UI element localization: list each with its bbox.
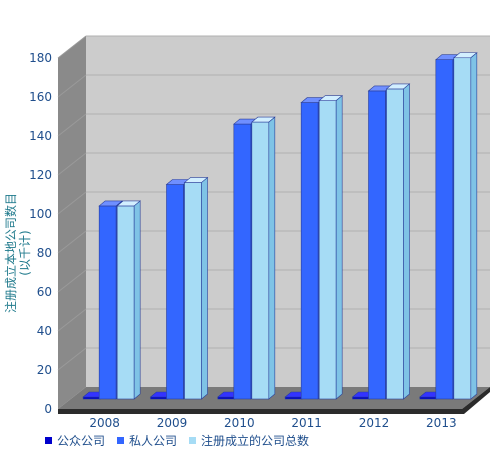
bar-side	[335, 95, 343, 400]
gridline-side	[57, 230, 87, 254]
x-tick-label: 2011	[291, 416, 322, 430]
legend-label: 注册成立的公司总数	[201, 433, 309, 448]
gridline-side	[57, 269, 87, 293]
bars	[82, 52, 478, 400]
gridline-side	[57, 113, 87, 137]
gridline-side	[57, 347, 87, 371]
legend-swatch	[189, 437, 196, 444]
bar-total-2008	[116, 200, 141, 400]
gridline-side	[57, 308, 87, 332]
y-tick-label: 160	[29, 90, 52, 104]
bar-front	[435, 59, 454, 400]
bar-side	[403, 83, 410, 400]
back-wall	[86, 36, 490, 387]
y-axis-unit-label: (以千计)	[18, 230, 32, 275]
y-axis-label: 注册成立本地公司数目	[3, 193, 18, 313]
legend: 公众公司 私人公司 注册成立的公司总数	[45, 433, 309, 448]
side-wall	[58, 36, 86, 409]
bar-front	[98, 205, 117, 400]
x-tick-label: 2010	[224, 416, 255, 430]
bar-front	[368, 90, 386, 400]
bar-side	[470, 52, 478, 400]
legend-swatch	[45, 437, 52, 444]
gridlines	[57, 35, 490, 371]
bar-total-2009	[183, 176, 209, 400]
legend-swatch	[117, 437, 124, 444]
y-tick-label: 60	[37, 285, 52, 299]
legend-item: 私人公司	[117, 434, 177, 448]
bar-front	[166, 184, 184, 400]
bar-front	[318, 100, 337, 400]
floor-front-edge	[58, 387, 490, 414]
y-tick-label: 80	[37, 246, 52, 260]
y-tick-label: 120	[29, 168, 52, 182]
gridline-side	[57, 191, 87, 215]
y-tick-label: 20	[37, 363, 52, 377]
bar-side	[268, 116, 276, 400]
bar-front	[300, 102, 319, 400]
x-tick-label: 2009	[157, 416, 188, 430]
legend-item: 公众公司	[45, 434, 105, 448]
bar-front	[184, 182, 202, 400]
bar-side	[133, 200, 141, 400]
x-axis-ticks: 2008 2009 2010 2011 2012 2013	[89, 416, 456, 430]
legend-label: 公众公司	[57, 434, 105, 448]
y-tick-label: 40	[37, 324, 52, 338]
y-tick-label: 140	[29, 129, 52, 143]
bar-front	[386, 88, 404, 400]
bar-total-2010	[251, 116, 276, 400]
x-tick-label: 2012	[359, 416, 390, 430]
y-tick-label: 0	[44, 402, 52, 416]
bar-front	[453, 57, 472, 400]
y-tick-label: 180	[29, 51, 52, 65]
gridline-side	[57, 35, 87, 59]
bar-front	[116, 205, 135, 400]
legend-label: 私人公司	[129, 434, 177, 448]
bar-side	[201, 176, 208, 400]
gridline-side	[57, 74, 87, 98]
bar-total-2012	[385, 83, 411, 400]
gridline-side	[57, 152, 87, 176]
x-tick-label: 2008	[89, 416, 120, 430]
bar-front	[233, 123, 252, 400]
bar-total-2013	[453, 52, 478, 400]
x-tick-label: 2013	[426, 416, 457, 430]
bar-total-2011	[318, 95, 343, 400]
legend-item: 注册成立的公司总数	[189, 433, 309, 448]
y-axis-ticks: 0 20 40 60 80 100 120 140 160 180	[29, 51, 52, 416]
y-tick-label: 100	[29, 207, 52, 221]
bar-front	[251, 121, 270, 400]
